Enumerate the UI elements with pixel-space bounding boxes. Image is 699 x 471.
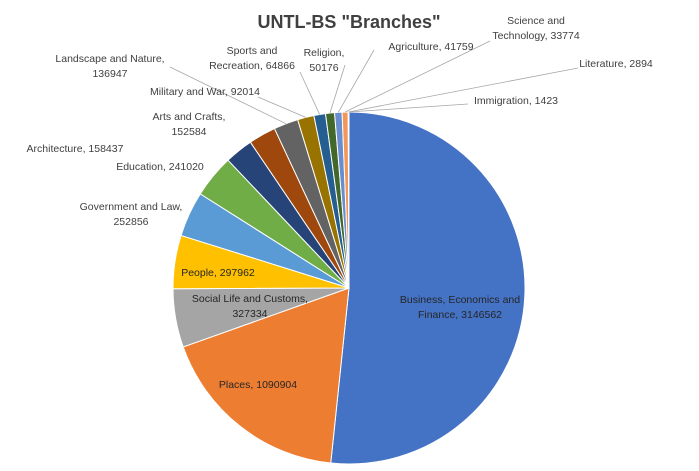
leader-line-religion [329,64,346,114]
data-label-line: 152584 [171,126,206,138]
data-label-military-and-war: Military and War, 92014 [150,86,260,98]
data-label-line: 327334 [232,308,267,320]
data-label-places: Places, 1090904 [219,379,297,391]
data-label-landscape-and-nature: Landscape and Nature, 136947 [55,53,164,80]
data-label-immigration: Immigration, 1423 [474,95,558,107]
pie-slice-places [182,287,350,464]
data-label-line: Sports and [227,45,278,57]
data-label-government-and-law: Government and Law, 252856 [80,201,183,228]
data-label-line: Recreation, 64866 [209,60,295,72]
data-label-architecture: Architecture, 158437 [27,143,124,155]
data-label-line: Education, 241020 [116,161,204,173]
data-label-line: Literature, 2894 [579,58,653,70]
data-label-line: Landscape and Nature, [55,53,164,65]
leader-line-landscape-and-nature [169,66,287,125]
data-label-religion: Religion, 50176 [304,47,345,74]
data-label-line: Science and [507,15,565,27]
data-label-agriculture: Agriculture, 41759 [388,41,473,53]
pie-slice-business-economics-and-finance [330,111,526,465]
data-label-line: 252856 [113,216,148,228]
data-label-literature: Literature, 2894 [579,58,653,70]
data-label-people: People, 297962 [181,267,255,279]
data-label-line: Business, Economics and [400,294,520,306]
data-label-line: Government and Law, [80,201,183,213]
leader-line-literature [348,67,579,113]
pie-slices [172,111,526,465]
leader-lines [169,40,579,125]
data-label-line: Arts and Crafts, [153,111,226,123]
data-label-line: Social Life and Customs, [192,293,308,305]
data-label-line: Places, 1090904 [219,379,297,391]
leader-line-sports-and-recreation [299,71,321,115]
data-label-line: Technology, 33774 [492,30,580,42]
data-label-line: 50176 [309,62,338,74]
leader-line-military-and-war [257,96,306,118]
data-label-line: Finance, 3146562 [418,309,502,321]
data-label-business-economics-and-finance: Business, Economics and Finance, 3146562 [400,294,520,321]
data-label-education: Education, 241020 [116,161,204,173]
leader-line-science-and-technology [344,40,491,113]
data-label-line: Agriculture, 41759 [388,41,473,53]
data-label-science-and-technology: Science and Technology, 33774 [492,15,580,42]
data-label-line: Military and War, 92014 [150,86,260,98]
data-labels: Business, Economics and Finance, 3146562 P… [27,15,653,391]
data-label-line: Religion, [304,47,345,59]
chart-title: UNTL-BS "Branches" [257,12,440,32]
data-label-line: People, 297962 [181,267,255,279]
data-label-sports-and-recreation: Sports and Recreation, 64866 [209,45,295,72]
leader-line-agriculture [337,49,375,113]
data-label-line: 136947 [92,68,127,80]
leader-line-immigration [348,103,469,113]
data-label-line: Immigration, 1423 [474,95,558,107]
data-label-social-life-and-customs: Social Life and Customs, 327334 [192,293,308,320]
data-label-arts-and-crafts: Arts and Crafts, 152584 [153,111,226,138]
data-label-line: Architecture, 158437 [27,143,124,155]
